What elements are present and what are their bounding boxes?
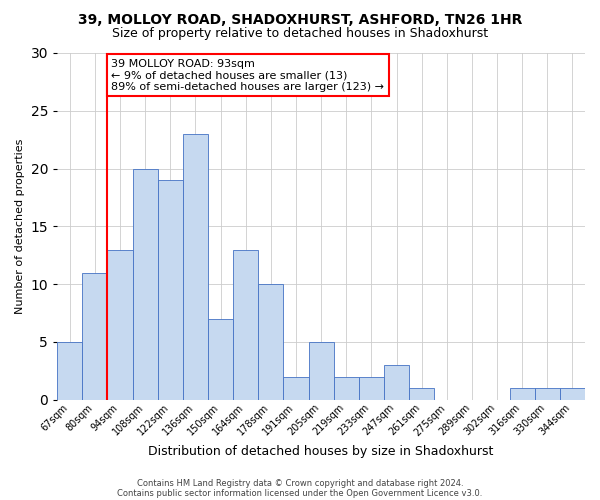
Bar [283, 376, 308, 400]
Text: Contains public sector information licensed under the Open Government Licence v3: Contains public sector information licen… [118, 488, 482, 498]
Bar [57, 342, 82, 400]
Bar [233, 250, 258, 400]
Bar [158, 180, 183, 400]
Bar [308, 342, 334, 400]
Bar [133, 168, 158, 400]
Bar [208, 319, 233, 400]
Text: Size of property relative to detached houses in Shadoxhurst: Size of property relative to detached ho… [112, 28, 488, 40]
Bar [82, 272, 107, 400]
Bar [334, 376, 359, 400]
Bar [409, 388, 434, 400]
Bar [359, 376, 384, 400]
Bar [509, 388, 535, 400]
Bar [107, 250, 133, 400]
Bar [535, 388, 560, 400]
Y-axis label: Number of detached properties: Number of detached properties [15, 138, 25, 314]
Text: 39, MOLLOY ROAD, SHADOXHURST, ASHFORD, TN26 1HR: 39, MOLLOY ROAD, SHADOXHURST, ASHFORD, T… [78, 12, 522, 26]
Text: 39 MOLLOY ROAD: 93sqm
← 9% of detached houses are smaller (13)
89% of semi-detac: 39 MOLLOY ROAD: 93sqm ← 9% of detached h… [111, 59, 384, 92]
Text: Contains HM Land Registry data © Crown copyright and database right 2024.: Contains HM Land Registry data © Crown c… [137, 478, 463, 488]
X-axis label: Distribution of detached houses by size in Shadoxhurst: Distribution of detached houses by size … [148, 444, 494, 458]
Bar [183, 134, 208, 400]
Bar [384, 365, 409, 400]
Bar [258, 284, 283, 400]
Bar [560, 388, 585, 400]
